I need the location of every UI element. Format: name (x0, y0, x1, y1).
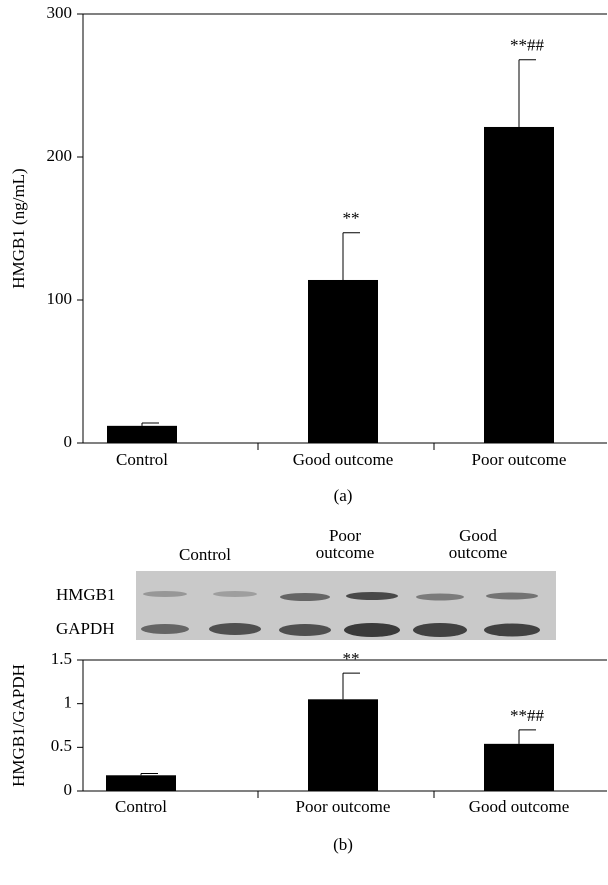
significance-label: ** (343, 649, 360, 668)
bar (107, 426, 177, 443)
lane-label: outcome (316, 543, 375, 562)
y-tick-label: 1.5 (51, 649, 72, 668)
bar (308, 280, 378, 443)
blot-row-label: GAPDH (56, 619, 115, 638)
lane-label: Control (179, 545, 231, 564)
x-tick-label: Good outcome (469, 797, 570, 816)
bar (484, 127, 554, 443)
x-tick-label: Good outcome (293, 450, 394, 469)
x-tick-label: Poor outcome (296, 797, 391, 816)
bar (106, 775, 176, 791)
y-axis-label: HMGB1/GAPDH (9, 664, 28, 787)
y-tick-label: 0 (64, 780, 73, 799)
panel-label: (a) (334, 486, 353, 505)
error-bar (519, 60, 536, 127)
error-bar (142, 423, 159, 426)
error-bar (519, 730, 536, 744)
error-bar (343, 673, 360, 699)
bar (484, 744, 554, 791)
significance-label: ** (343, 209, 360, 228)
y-tick-label: 200 (47, 146, 73, 165)
error-bar (343, 233, 360, 280)
y-tick-label: 1 (64, 693, 73, 712)
x-tick-label: Poor outcome (472, 450, 567, 469)
y-tick-label: 300 (47, 3, 73, 22)
significance-label: **## (510, 36, 545, 55)
lane-label: outcome (449, 543, 508, 562)
y-tick-label: 0.5 (51, 736, 72, 755)
y-tick-label: 0 (64, 432, 73, 451)
western-blot (136, 571, 556, 640)
x-tick-label: Control (115, 797, 167, 816)
figure: 0 100 200 300 HMGB1 (ng/mL) (a) Control Good ou… (0, 0, 608, 885)
panel-label: (b) (333, 835, 353, 854)
y-axis-label: HMGB1 (ng/mL) (9, 168, 28, 288)
blot-row-label: HMGB1 (56, 585, 116, 604)
bar (308, 699, 378, 791)
x-tick-label: Control (116, 450, 168, 469)
error-bar (141, 774, 158, 776)
significance-label: **## (510, 706, 545, 725)
y-tick-label: 100 (47, 289, 73, 308)
